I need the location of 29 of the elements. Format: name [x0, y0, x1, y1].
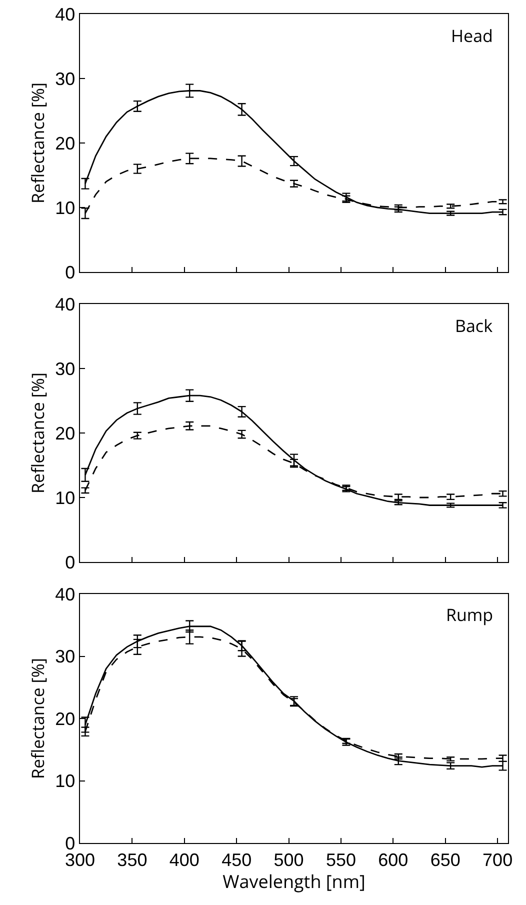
y-tick-label: 40: [55, 294, 76, 314]
y-tick-label: 40: [55, 4, 76, 24]
x-tick-label: 600: [378, 850, 408, 870]
y-tick-label: 10: [55, 198, 76, 218]
y-tick-label: 20: [55, 423, 76, 444]
y-tick-label: 10: [55, 771, 76, 792]
y-tick-label: 10: [55, 488, 76, 508]
x-tick-label: 700: [482, 850, 513, 870]
annotation: Rump: [446, 603, 494, 626]
x-tick-label: 400: [169, 850, 200, 870]
annotation: Back: [455, 314, 493, 337]
x-tick-label: 650: [430, 850, 460, 870]
y-tick-label: 30: [55, 646, 76, 667]
x-tick-label: 350: [117, 850, 148, 870]
x-axis-title: Wavelength [nm]: [222, 870, 366, 894]
y-tick-label: 30: [55, 68, 76, 89]
annotation: Head: [451, 24, 493, 47]
y-tick-label: 30: [55, 358, 76, 379]
y-axis-title: Reflectance [%]: [26, 658, 49, 779]
y-tick-label: 20: [55, 133, 76, 154]
y-tick-label: 20: [55, 708, 76, 729]
y-tick-label: 0: [65, 262, 76, 282]
x-tick-label: 450: [222, 850, 252, 870]
y-axis-title: Reflectance [%]: [26, 82, 49, 204]
y-axis-title: Reflectance [%]: [26, 372, 49, 494]
y-tick-label: 0: [65, 552, 76, 572]
x-tick-label: 550: [326, 850, 356, 870]
y-tick-label: 40: [55, 584, 76, 604]
x-tick-label: 500: [274, 850, 304, 870]
